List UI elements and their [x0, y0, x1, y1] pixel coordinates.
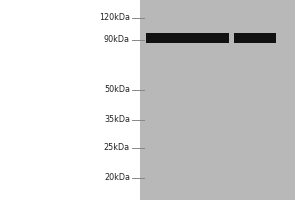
- Text: 120kDa: 120kDa: [99, 14, 130, 22]
- Bar: [191, 33, 229, 43]
- Text: 90kDa: 90kDa: [104, 36, 130, 45]
- Bar: [140, 0, 295, 200]
- Text: 35kDa: 35kDa: [104, 116, 130, 124]
- Text: 20kDa: 20kDa: [104, 173, 130, 182]
- Text: 50kDa: 50kDa: [104, 86, 130, 95]
- Text: 25kDa: 25kDa: [104, 144, 130, 152]
- Bar: [146, 33, 194, 43]
- Bar: [234, 33, 276, 43]
